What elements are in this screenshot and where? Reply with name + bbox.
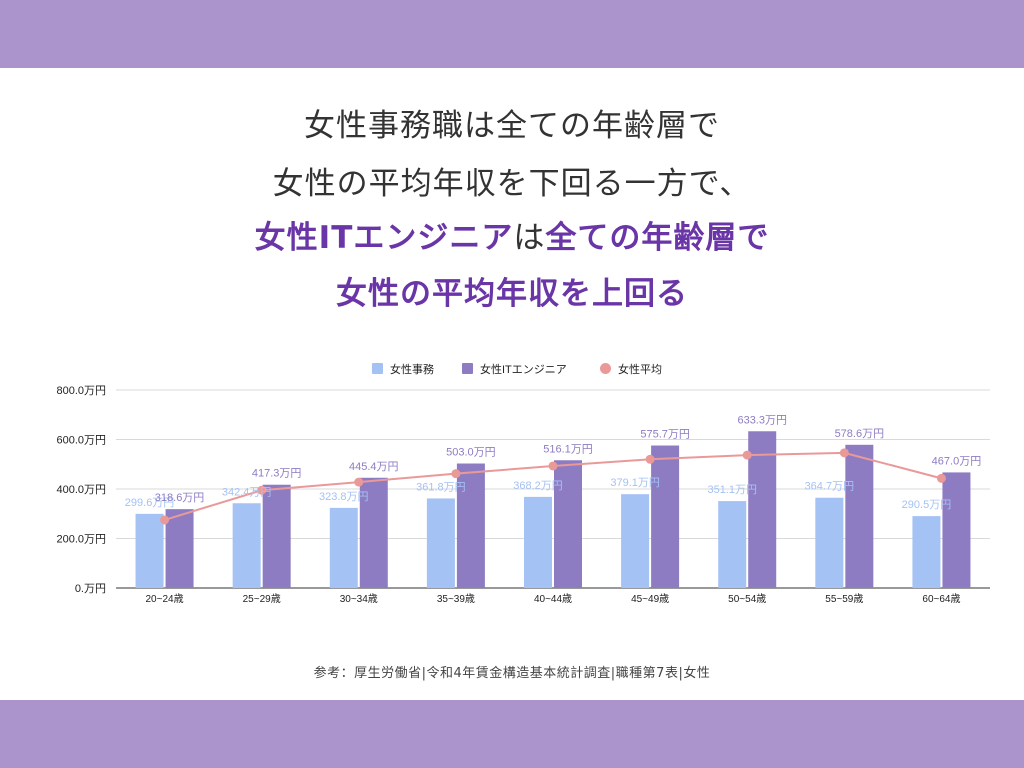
it-data-label: 503.0万円 [446, 447, 496, 459]
legend-label: 女性事務 [390, 362, 434, 376]
x-tick-label: 45~49歳 [631, 593, 669, 605]
it-bar [845, 444, 874, 588]
legend-label: 女性ITエンジニア [480, 362, 567, 376]
average-point [160, 515, 170, 525]
y-axis: 0.万円 200.0万円 400.0万円 600.0万円 800.0万円 [56, 385, 106, 595]
x-axis: 20~24歳 25~29歳 30~34歳 35~39歳 40~44歳 45~49歳 50~5… [146, 593, 961, 605]
average-point [742, 450, 752, 460]
office-data-label: 342.4万円 [222, 486, 272, 498]
it-bar [554, 460, 582, 588]
it-data-label: 575.7万円 [640, 429, 690, 441]
office-data-label: 351.1万円 [707, 484, 757, 496]
office-bar [329, 507, 358, 588]
headline-line-3: 女性ITエンジニアは全ての年齢層で [0, 212, 1024, 257]
y-tick-label: 0.万円 [75, 583, 106, 595]
it-bar [165, 509, 194, 588]
y-tick-label: 800.0万円 [56, 385, 106, 397]
data-labels: 299.6万円 342.4万円 323.8万円 361.8万円 368.2万円 379.1… [125, 414, 981, 511]
office-data-label: 368.2万円 [513, 480, 563, 492]
y-tick-label: 200.0万円 [56, 534, 106, 546]
office-bar [135, 513, 164, 588]
bars [135, 431, 971, 588]
top-band [0, 0, 1024, 68]
office-data-label: 323.8万円 [319, 491, 369, 503]
chart-legend: 女性事務 女性ITエンジニア 女性平均 [372, 362, 662, 376]
y-tick-label: 400.0万円 [56, 484, 106, 496]
it-data-label: 578.6万円 [835, 428, 885, 440]
average-point [645, 454, 655, 464]
it-bar [359, 477, 388, 588]
x-tick-label: 30~34歳 [340, 593, 378, 605]
office-data-label: 361.8万円 [416, 481, 466, 493]
headline-highlight: 女性ITエンジニア [254, 220, 514, 256]
average-point [257, 485, 267, 495]
office-data-label: 299.6万円 [125, 497, 175, 509]
it-bar [651, 445, 680, 588]
bottom-band [0, 700, 1024, 768]
it-bar [262, 484, 291, 588]
x-tick-label: 60~64歳 [922, 593, 960, 605]
legend-label: 女性平均 [618, 362, 662, 376]
average-line [160, 448, 946, 525]
it-data-label: 516.1万円 [543, 443, 593, 455]
office-bar [232, 503, 261, 588]
office-bar [718, 501, 747, 588]
headline-connector: は [513, 220, 546, 256]
salary-chart: 女性事務 女性ITエンジニア 女性平均 0.万円 200.0万円 400.0万円 600.… [56, 362, 990, 605]
source-note: 参考：厚生労働省|令和4年賃金構造基本統計調査|職種第7表|女性 [313, 666, 711, 681]
it-bar [456, 463, 485, 588]
x-tick-label: 35~39歳 [437, 593, 475, 605]
y-tick-label: 600.0万円 [56, 435, 106, 447]
legend-swatch [600, 363, 611, 374]
average-point [839, 448, 849, 458]
office-data-label: 379.1万円 [610, 477, 660, 489]
office-data-label: 364.7万円 [805, 481, 855, 493]
x-tick-label: 55~59歳 [825, 593, 863, 605]
office-bar [426, 498, 455, 588]
it-data-label: 633.3万円 [737, 414, 787, 426]
office-bar [621, 494, 650, 588]
headline-line-1: 女性事務職は全ての年齢層で [304, 108, 720, 144]
office-bar [912, 516, 941, 588]
it-data-label: 417.3万円 [252, 468, 302, 480]
office-data-label: 290.5万円 [902, 499, 952, 511]
it-bar [942, 472, 971, 588]
x-tick-label: 50~54歳 [728, 593, 766, 605]
headline-line-2: 女性の平均年収を下回る一方で、 [272, 166, 752, 202]
it-bar [748, 431, 777, 588]
legend-swatch [372, 363, 383, 374]
it-data-label: 467.0万円 [932, 455, 982, 467]
x-tick-label: 20~24歳 [146, 593, 184, 605]
office-bar [524, 496, 552, 588]
it-data-label: 318.6万円 [155, 492, 205, 504]
legend-swatch [462, 363, 473, 374]
average-point [451, 469, 461, 479]
headline-rest: 全ての年齢層で [545, 220, 770, 256]
x-tick-label: 25~29歳 [243, 593, 281, 605]
headline-line-4: 女性の平均年収を上回る [336, 276, 688, 312]
x-tick-label: 40~44歳 [534, 593, 572, 605]
office-bar [815, 497, 844, 588]
it-data-label: 445.4万円 [349, 461, 399, 473]
average-point [548, 461, 558, 471]
average-point [936, 473, 946, 483]
average-point [354, 477, 364, 487]
